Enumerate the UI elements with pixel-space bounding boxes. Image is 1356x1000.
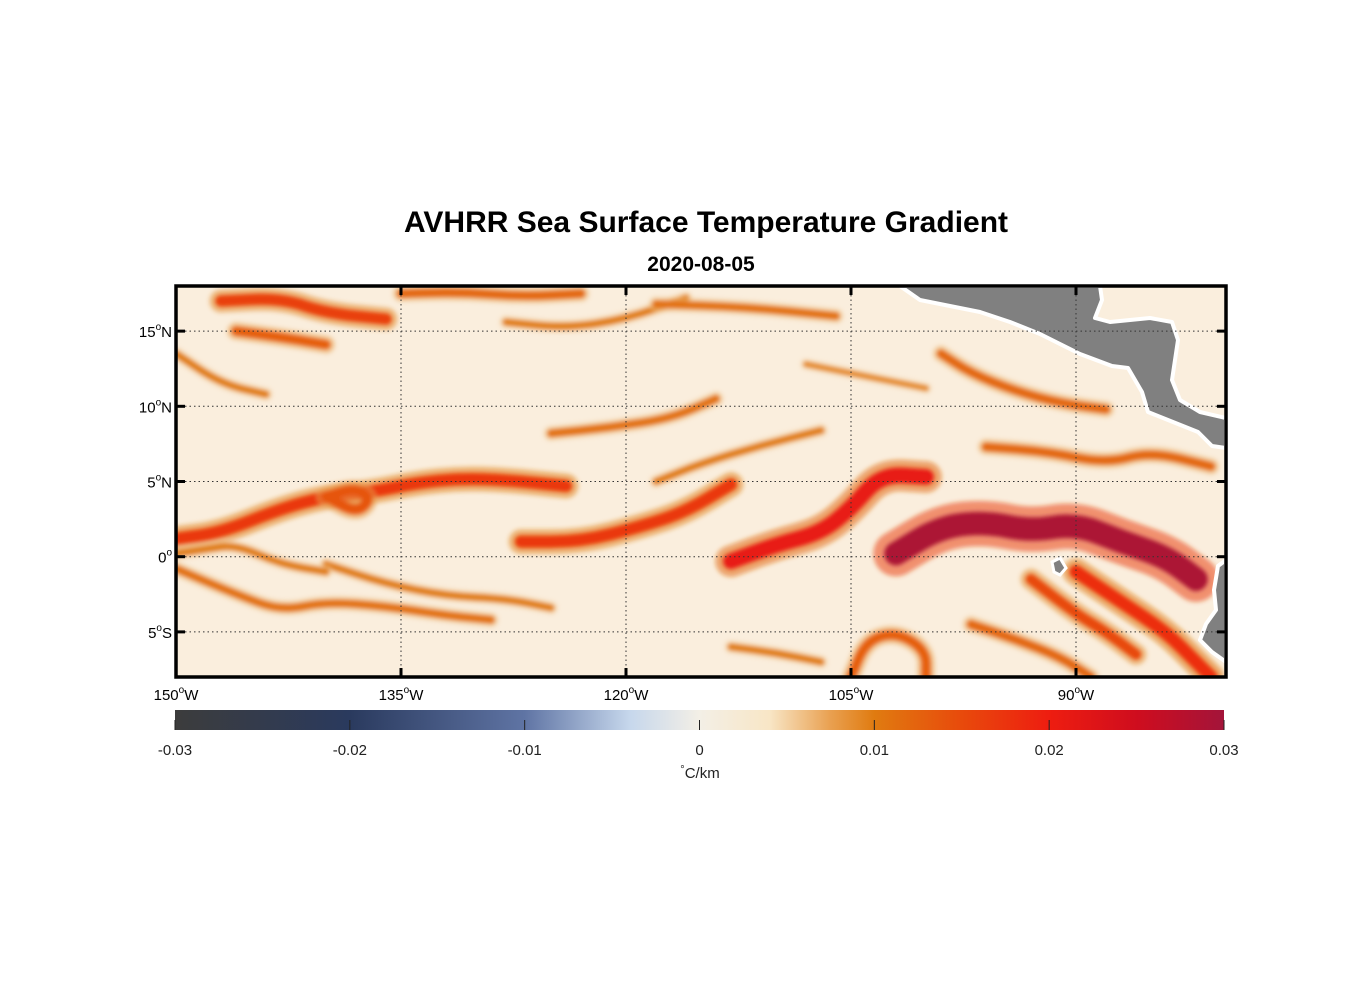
colorbar-tick-label: -0.01 [508,742,542,759]
colorbar-tick-label: 0 [695,742,703,759]
lon-tick-label: 90oW [1058,685,1095,704]
front-north-filament-c [401,293,581,296]
colorbar-tick-label: 0.01 [860,742,889,759]
lat-tick-label: 5oS [148,623,172,642]
colorbar-tick-label: -0.02 [333,742,367,759]
lat-tick-label: 10oN [139,397,172,416]
colorbar-tick-label: 0.03 [1209,742,1238,759]
longitude-labels: 150oW 135oW 120oW 105oW 90oW [154,685,1095,704]
colorbar: -0.03 -0.02 -0.01 0 0.01 0.02 0.03 °C/km [158,710,1239,782]
colorbar-unit-label: °C/km [680,764,719,782]
colorbar-tick-label: -0.03 [158,742,192,759]
latitude-labels: 15oN 10oN 5oN 0o 5oS [139,322,173,642]
map-area[interactable] [176,286,1226,677]
front-eddy-loop-west [326,490,367,509]
lon-tick-label: 105oW [829,685,875,704]
lon-tick-label: 135oW [379,685,425,704]
lat-tick-label: 0o [158,548,172,567]
lat-tick-label: 5oN [147,473,172,492]
colorbar-tick-label: 0.02 [1035,742,1064,759]
lon-tick-label: 120oW [604,685,650,704]
lat-tick-label: 15oN [139,322,172,341]
lon-tick-label: 150oW [154,685,200,704]
